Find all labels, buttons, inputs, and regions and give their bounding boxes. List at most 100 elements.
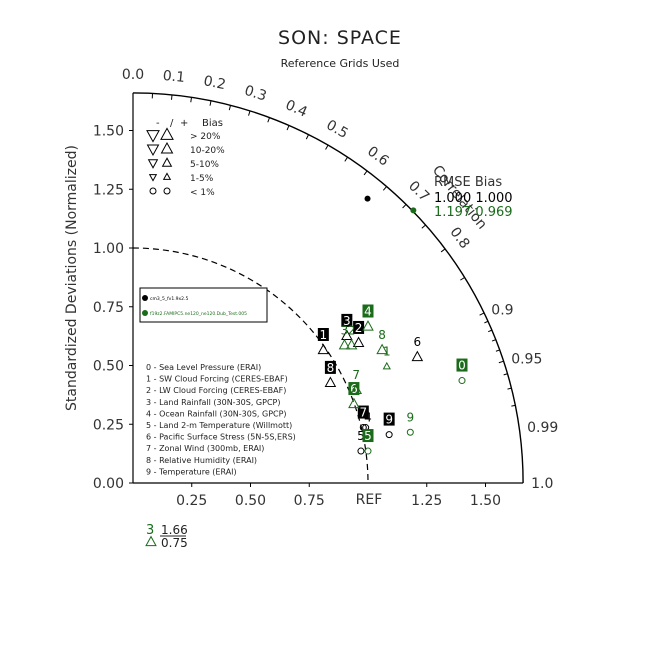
model-legend-name: f19z2.FAMIPC5.ne120_ne120.Dub_Test.005: [150, 311, 247, 317]
bias-legend-label: 1-5%: [190, 174, 214, 184]
bias-legend-up-marker: [163, 158, 172, 166]
bias-legend-slash: /: [170, 118, 174, 129]
correlation-tick-mark: [210, 101, 211, 106]
data-point-marker: [384, 363, 391, 369]
correlation-tick-label: 0.95: [511, 352, 542, 368]
correlation-tick-label: 0.1: [162, 68, 186, 86]
correlation-tick-mark: [496, 350, 500, 351]
bias-legend-circle-marker: [150, 188, 156, 194]
variable-legend-item: 4 - Ocean Rainfall (30N-30S, GPCP): [146, 409, 287, 418]
correlation-tick-label: 0.7: [405, 178, 432, 205]
bias-legend-down-marker: [148, 145, 159, 155]
data-point-label: 4: [364, 305, 372, 319]
correlation-tick-mark: [504, 374, 508, 375]
variable-legend-item: 5 - Land 2-m Temperature (Willmott): [146, 421, 292, 430]
correlation-tick-mark: [441, 249, 445, 252]
y-tick-label: 0.00: [93, 476, 124, 492]
bias-legend-label: > 20%: [190, 132, 221, 142]
bias-legend-down-marker: [147, 131, 159, 142]
correlation-tick-label: 0.99: [527, 420, 558, 436]
correlation-tick-mark: [508, 388, 512, 389]
correlation-tick-mark: [499, 361, 504, 363]
correlation-tick-label: 0.5: [323, 117, 350, 142]
outlier-bias: 0.75: [161, 536, 188, 550]
correlation-tick-mark: [383, 187, 386, 191]
correlation-tick-mark: [511, 405, 515, 406]
data-point-marker: [412, 352, 422, 361]
correlation-tick-label: 0.2: [202, 73, 227, 93]
chart-title: SON: SPACE: [278, 27, 402, 49]
data-point-marker: [358, 448, 364, 454]
correlation-tick-label: 0.3: [242, 83, 268, 105]
correlation-tick-mark: [480, 313, 485, 315]
data-point-label: 0: [458, 359, 466, 373]
y-axis-label: Standardized Deviations (Normalized): [64, 145, 80, 411]
correlation-tick-mark: [492, 340, 496, 341]
correlation-tick-mark: [191, 97, 192, 102]
variable-legend-item: 7 - Zonal Wind (300mb, ERAI): [146, 444, 264, 453]
y-tick-label: 0.50: [93, 359, 124, 375]
outlier-value: 1.66: [161, 523, 188, 537]
correlation-tick-mark: [268, 118, 270, 123]
correlation-tick-label: 0.0: [122, 67, 144, 83]
y-tick-label: 0.75: [93, 300, 124, 316]
correlation-tick-label: 0.4: [283, 97, 310, 121]
correlation-tick-label: 1.0: [531, 476, 553, 492]
correlation-tick-mark: [306, 135, 308, 139]
data-point-marker: [407, 429, 413, 435]
variable-legend-item: 0 - Sea Level Pressure (ERAI): [146, 363, 261, 372]
correlation-tick-label: 0.9: [491, 302, 513, 318]
data-point-label: 9: [385, 413, 393, 427]
data-point-label: 1: [320, 328, 328, 342]
data-point-marker: [349, 399, 359, 408]
variable-legend-item: 2 - LW Cloud Forcing (CERES-EBAF): [146, 386, 286, 395]
correlation-tick-mark: [172, 95, 173, 100]
data-point-marker: [386, 432, 392, 438]
outlier-id: 3: [146, 523, 154, 538]
bias-legend-up-marker: [164, 173, 171, 179]
variable-legend-item: 1 - SW Cloud Forcing (CERES-EBAF): [146, 375, 288, 384]
x-tick-label: 0.75: [294, 493, 325, 509]
data-point-label: 2: [355, 321, 363, 335]
x-tick-label: 1.25: [411, 493, 442, 509]
data-point-label: 8: [327, 361, 335, 375]
data-point-marker: [325, 378, 335, 387]
x-tick-label: 0.50: [235, 493, 266, 509]
correlation-tick-mark: [484, 321, 488, 323]
bias-legend-label: 5-10%: [190, 160, 219, 170]
rmse-legend-header: RMSE Bias: [434, 175, 502, 190]
data-point-label: 7: [359, 406, 367, 420]
data-point-label: 3: [341, 323, 349, 337]
bias-legend-down-marker: [149, 160, 158, 168]
bias-legend-label: < 1%: [190, 188, 215, 198]
correlation-tick-mark: [460, 278, 464, 281]
model-legend-name: cm3_5_fv1.9x2.5: [150, 296, 188, 302]
data-point-label: 1: [383, 344, 391, 358]
correlation-tick-mark: [488, 330, 492, 332]
correlation-tick-mark: [364, 171, 367, 175]
data-point-marker: [354, 338, 364, 347]
bias-legend-minus: -: [156, 118, 160, 129]
ref-label: REF: [356, 492, 383, 508]
correlation-tick-mark: [422, 225, 426, 228]
variable-legend-item: 9 - Temperature (ERAI): [146, 467, 237, 476]
bias-legend-header: Bias: [202, 118, 223, 129]
bias-legend-down-marker: [150, 175, 157, 181]
variable-legend-item: 6 - Pacific Surface Stress (5N-5S,ERS): [146, 433, 296, 442]
bias-legend-label: 10-20%: [190, 146, 225, 156]
variable-legend-item: 8 - Relative Humidity (ERAI): [146, 456, 257, 465]
rmse-legend-row: 1.197 0.969: [434, 205, 513, 220]
y-tick-label: 0.25: [93, 417, 124, 433]
chart-subtitle: Reference Grids Used: [281, 57, 400, 70]
bias-legend-up-marker: [161, 128, 173, 139]
correlation-tick-mark: [229, 105, 230, 110]
correlation-tick-mark: [345, 157, 348, 161]
correlation-tick-label: 0.6: [364, 143, 391, 169]
data-point-marker: [363, 321, 373, 330]
bias-legend-circle-marker: [164, 188, 170, 194]
x-tick-label: 1.50: [470, 493, 501, 509]
correlation-tick-label: 0.8: [446, 224, 472, 251]
